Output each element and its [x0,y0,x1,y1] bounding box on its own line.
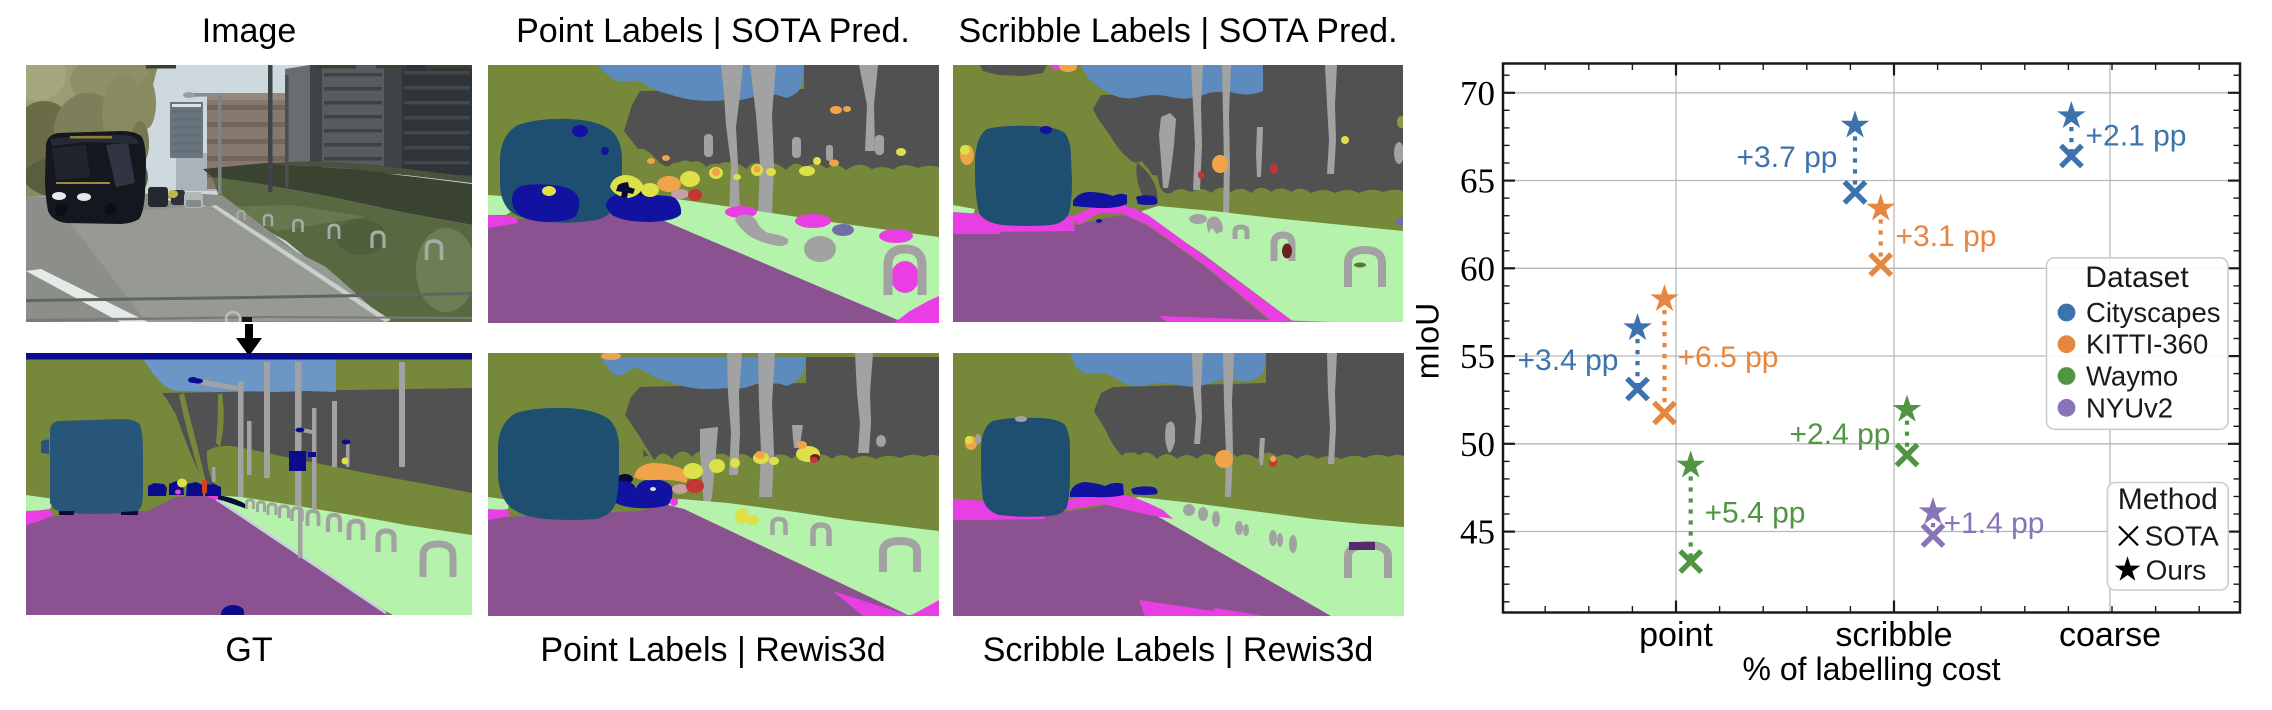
svg-text:Cityscapes: Cityscapes [2086,297,2221,328]
svg-text:70: 70 [1460,74,1495,113]
svg-text:Waymo: Waymo [2086,361,2178,392]
svg-text:+6.5 pp: +6.5 pp [1678,341,1779,374]
svg-text:+2.1 pp: +2.1 pp [2086,120,2187,153]
svg-text:% of labelling cost: % of labelling cost [1743,651,2001,687]
svg-text:mIoU: mIoU [1410,303,1446,379]
svg-text:60: 60 [1460,249,1495,288]
svg-text:65: 65 [1460,162,1495,201]
svg-text:Dataset: Dataset [2085,261,2189,294]
svg-text:point: point [1639,616,1713,654]
svg-text:+3.4 pp: +3.4 pp [1518,344,1619,377]
svg-text:55: 55 [1460,337,1495,376]
svg-text:scribble: scribble [1835,616,1952,654]
svg-text:45: 45 [1460,513,1495,552]
svg-text:Ours: Ours [2146,554,2207,585]
svg-text:SOTA: SOTA [2145,520,2219,551]
svg-text:+3.7 pp: +3.7 pp [1737,141,1838,174]
svg-text:+1.4 pp: +1.4 pp [1944,507,2045,540]
svg-text:KITTI-360: KITTI-360 [2086,329,2208,360]
svg-text:coarse: coarse [2059,616,2161,654]
svg-text:50: 50 [1460,425,1495,464]
svg-text:NYUv2: NYUv2 [2086,392,2173,423]
svg-text:+2.4 pp: +2.4 pp [1790,418,1891,451]
svg-text:Method: Method [2118,483,2218,516]
svg-text:+5.4 pp: +5.4 pp [1705,497,1806,530]
svg-text:+3.1 pp: +3.1 pp [1896,220,1997,253]
